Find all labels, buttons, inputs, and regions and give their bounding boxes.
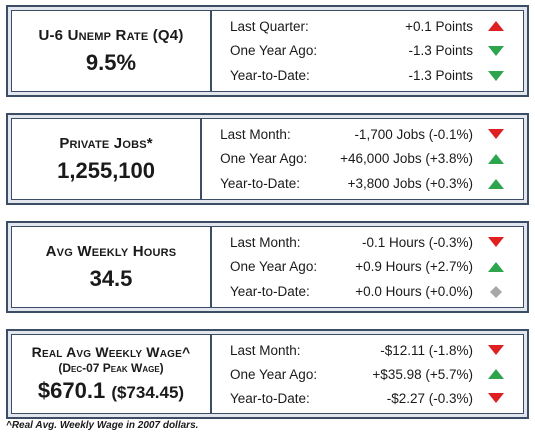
metric-value: 34.5 — [89, 265, 133, 291]
down-red-icon — [485, 128, 507, 140]
change-value: -$2.27 (-0.3%) — [386, 390, 473, 406]
down-red-icon — [485, 392, 507, 404]
down-red-icon — [485, 236, 507, 248]
change-label: Year-to-Date: — [230, 284, 310, 300]
change-value: -1.3 Points — [408, 68, 473, 84]
change-label: One Year Ago: — [220, 151, 308, 167]
metric-subtitle: (Dec-07 Peak Wage) — [58, 361, 164, 375]
change-row: Last Month: -0.1 Hours (-0.3%) — [212, 231, 523, 253]
metric-changes: Last Month: -1,700 Jobs (-0.1%) One Year… — [202, 119, 523, 199]
metric-value: 9.5% — [85, 49, 137, 75]
change-row: Last Month: -$12.11 (-1.8%) — [212, 339, 523, 361]
change-row: Year-to-Date: +0.0 Hours (+0.0%) — [212, 281, 523, 303]
panel-inner: Avg Weekly Hours 34.5 Last Month: -0.1 H… — [11, 226, 524, 308]
panel-inner: Private Jobs* 1,255,100 Last Month: -1,7… — [11, 118, 524, 200]
change-row: One Year Ago: +0.9 Hours (+2.7%) — [212, 256, 523, 278]
down-green-icon — [485, 70, 507, 82]
up-green-icon — [485, 368, 507, 380]
panel-private-jobs: Private Jobs* 1,255,100 Last Month: -1,7… — [6, 113, 529, 205]
change-value: +46,000 Jobs (+3.8%) — [340, 151, 473, 167]
change-row: Year-to-Date: -$2.27 (-0.3%) — [212, 387, 523, 409]
metric-changes: Last Month: -0.1 Hours (-0.3%) One Year … — [212, 227, 523, 307]
change-row: One Year Ago: +46,000 Jobs (+3.8%) — [202, 148, 523, 170]
change-value: +0.0 Hours (+0.0%) — [355, 284, 473, 300]
panel-avg-weekly-hours: Avg Weekly Hours 34.5 Last Month: -0.1 H… — [6, 221, 529, 313]
panel-u6-unemp-rate: U-6 Unemp Rate (Q4) 9.5% Last Quarter: +… — [6, 5, 529, 97]
panel-inner: Real Avg Weekly Wage^ (Dec-07 Peak Wage)… — [11, 334, 524, 414]
panel-real-avg-weekly-wage: Real Avg Weekly Wage^ (Dec-07 Peak Wage)… — [6, 329, 529, 419]
change-label: Last Month: — [230, 234, 301, 250]
metric-summary: U-6 Unemp Rate (Q4) 9.5% — [12, 11, 212, 91]
change-value: -1,700 Jobs (-0.1%) — [354, 126, 473, 142]
metric-summary: Avg Weekly Hours 34.5 — [12, 227, 212, 307]
change-row: Year-to-Date: +3,800 Jobs (+0.3%) — [202, 173, 523, 195]
change-value: -0.1 Hours (-0.3%) — [361, 234, 473, 250]
metric-summary: Real Avg Weekly Wage^ (Dec-07 Peak Wage)… — [12, 335, 212, 413]
change-label: Last Quarter: — [230, 18, 309, 34]
metric-changes: Last Quarter: +0.1 Points One Year Ago: … — [212, 11, 523, 91]
metric-changes: Last Month: -$12.11 (-1.8%) One Year Ago… — [212, 335, 523, 413]
up-green-icon — [485, 261, 507, 273]
metric-title: Private Jobs* — [59, 134, 153, 152]
change-value: -1.3 Points — [408, 43, 473, 59]
metric-value: 1,255,100 — [57, 157, 156, 183]
up-red-icon — [485, 20, 507, 32]
change-label: One Year Ago: — [230, 366, 318, 382]
metric-title: Avg Weekly Hours — [45, 242, 177, 260]
change-row: Last Quarter: +0.1 Points — [212, 15, 523, 37]
change-row: Last Month: -1,700 Jobs (-0.1%) — [202, 123, 523, 145]
change-label: Last Month: — [220, 126, 291, 142]
diamond-gray-icon — [485, 285, 507, 299]
up-green-icon — [485, 178, 507, 190]
change-row: One Year Ago: -1.3 Points — [212, 40, 523, 62]
metric-summary: Private Jobs* 1,255,100 — [12, 119, 203, 199]
down-green-icon — [485, 45, 507, 57]
change-value: +3,800 Jobs (+0.3%) — [347, 176, 473, 192]
down-red-icon — [485, 344, 507, 356]
change-value: -$12.11 (-1.8%) — [380, 342, 473, 358]
metric-title: U-6 Unemp Rate (Q4) — [38, 26, 184, 44]
change-label: One Year Ago: — [230, 43, 318, 59]
panel-inner: U-6 Unemp Rate (Q4) 9.5% Last Quarter: +… — [11, 10, 524, 92]
change-label: Last Month: — [230, 342, 301, 358]
change-row: One Year Ago: +$35.98 (+5.7%) — [212, 363, 523, 385]
change-row: Year-to-Date: -1.3 Points — [212, 65, 523, 87]
up-green-icon — [485, 153, 507, 165]
change-value: +0.9 Hours (+2.7%) — [355, 259, 473, 275]
metric-value: $670.1 ($734.45) — [37, 378, 185, 403]
footnote: ^Real Avg. Weekly Wage in 2007 dollars. — [6, 420, 199, 431]
change-value: +0.1 Points — [405, 18, 473, 34]
change-value: +$35.98 (+5.7%) — [372, 366, 473, 382]
change-label: One Year Ago: — [230, 259, 318, 275]
change-label: Year-to-Date: — [230, 390, 310, 406]
metric-title: Real Avg Weekly Wage^ — [31, 344, 191, 360]
change-label: Year-to-Date: — [220, 176, 300, 192]
change-label: Year-to-Date: — [230, 68, 310, 84]
metric-peak-value: ($734.45) — [111, 383, 185, 402]
